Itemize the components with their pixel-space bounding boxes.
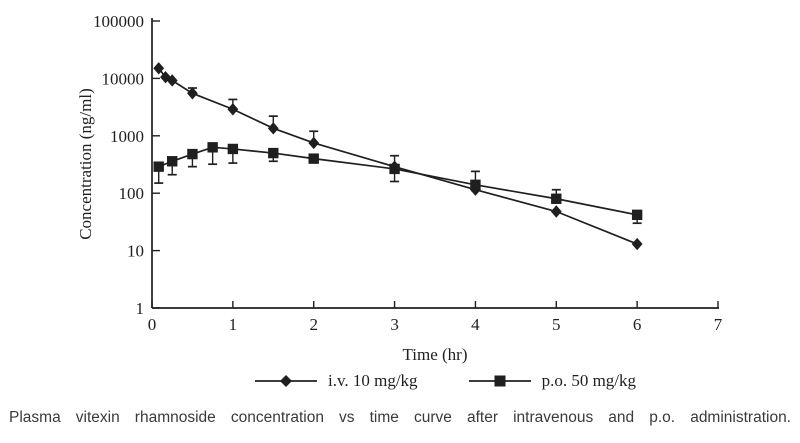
- legend-item-po: p.o. 50 mg/kg: [468, 371, 636, 391]
- data-point-square: [631, 209, 643, 221]
- x-tick-label: 6: [633, 315, 642, 334]
- data-point-square: [153, 161, 164, 172]
- y-tick-label: 100000: [93, 12, 144, 31]
- data-point-square: [389, 163, 400, 175]
- x-tick-label: 1: [229, 315, 238, 334]
- data-point-square: [308, 153, 319, 164]
- data-point-square: [207, 142, 218, 153]
- x-tick-label: 0: [148, 315, 157, 334]
- data-point-square: [187, 148, 198, 160]
- x-tick-label: 5: [552, 315, 561, 334]
- figure-caption: Plasma vitexin rhamnoside concentration …: [9, 409, 791, 426]
- y-axis-title: Concentration (ng/ml): [76, 88, 95, 240]
- data-point-square: [167, 156, 178, 167]
- data-point-diamond: [153, 62, 165, 75]
- y-tick-label: 100: [119, 184, 145, 203]
- x-tick-label: 7: [714, 315, 723, 334]
- x-tick-label: 2: [309, 315, 318, 334]
- series-iv: [153, 62, 643, 251]
- iv-diamond-marker-icon: [254, 375, 317, 387]
- data-point-square: [470, 179, 481, 191]
- legend-label-po: p.o. 50 mg/kg: [541, 371, 637, 390]
- data-point-diamond: [267, 122, 279, 135]
- y-tick-label: 10: [127, 242, 144, 261]
- data-point-diamond: [227, 103, 239, 116]
- data-point-square: [227, 143, 239, 155]
- x-tick-label: 4: [471, 315, 480, 334]
- data-point-diamond: [187, 87, 198, 100]
- data-point-diamond: [160, 70, 171, 84]
- data-point-diamond: [308, 136, 320, 150]
- data-point-square: [268, 147, 279, 159]
- y-tick-label: 1000: [110, 127, 144, 146]
- data-point-diamond: [631, 237, 643, 251]
- legend-item-iv: i.v. 10 mg/kg: [254, 371, 418, 391]
- po-square-marker-icon: [468, 375, 531, 387]
- series-po: [153, 142, 643, 225]
- y-tick-label: 10000: [102, 69, 145, 88]
- x-axis-title: Time (hr): [402, 345, 468, 364]
- data-point-square: [551, 193, 562, 204]
- legend-label-iv: i.v. 10 mg/kg: [327, 371, 418, 390]
- chart-legend: i.v. 10 mg/kg p.o. 50 mg/kg: [45, 371, 800, 391]
- x-tick-label: 3: [390, 315, 399, 334]
- data-point-diamond: [166, 74, 178, 87]
- data-point-diamond: [550, 205, 562, 218]
- y-tick-label: 1: [136, 299, 145, 318]
